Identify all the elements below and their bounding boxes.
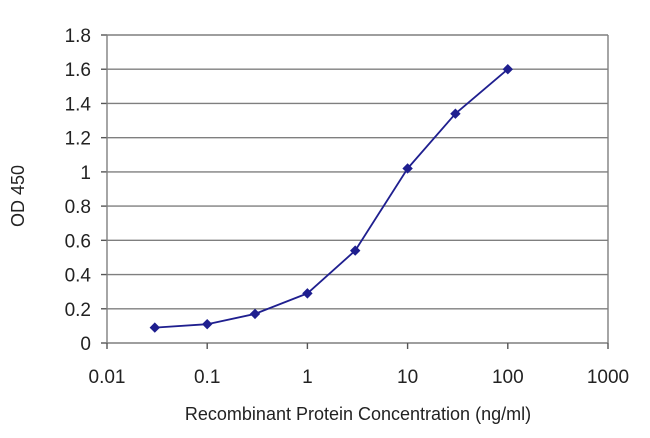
series-layer [149, 64, 514, 333]
x-axis-title: Recombinant Protein Concentration (ng/ml… [185, 404, 531, 424]
gridlines [107, 34, 608, 310]
y-tick-label: 0 [80, 334, 91, 355]
series-line [154, 68, 509, 329]
data-point-marker [350, 245, 361, 256]
y-tick-label: 1.8 [65, 26, 91, 47]
x-tick-label: 1 [302, 367, 313, 388]
tick-labels: 0 0.2 0.4 0.6 0.8 1 1.2 1.4 1.6 1.8 0.01 0.1 1 10 100 1… [65, 26, 630, 388]
x-tick-label: 1000 [587, 367, 629, 388]
x-tick-label: 100 [492, 367, 524, 388]
x-tick-label: 10 [397, 367, 418, 388]
axes [101, 34, 609, 349]
y-tick-label: 1.4 [65, 94, 92, 115]
y-tick-label: 1 [80, 163, 91, 184]
data-point-marker [302, 288, 313, 299]
y-tick-label: 1.6 [65, 60, 91, 81]
y-tick-label: 1.2 [65, 129, 91, 150]
data-point-marker [450, 108, 461, 119]
y-tick-label: 0.8 [65, 197, 91, 218]
x-tick-label: 0.1 [194, 367, 220, 388]
data-point-marker [201, 318, 213, 330]
y-axis-title: OD 450 [8, 165, 28, 227]
data-point-marker [249, 308, 261, 320]
y-tick-label: 0.4 [65, 266, 92, 287]
x-tick-label: 0.01 [89, 367, 126, 388]
data-point-marker [149, 322, 161, 333]
y-tick-label: 0.6 [65, 231, 91, 252]
data-point-marker [502, 64, 514, 75]
y-tick-label: 0.2 [65, 300, 91, 321]
data-point-marker [402, 163, 413, 174]
